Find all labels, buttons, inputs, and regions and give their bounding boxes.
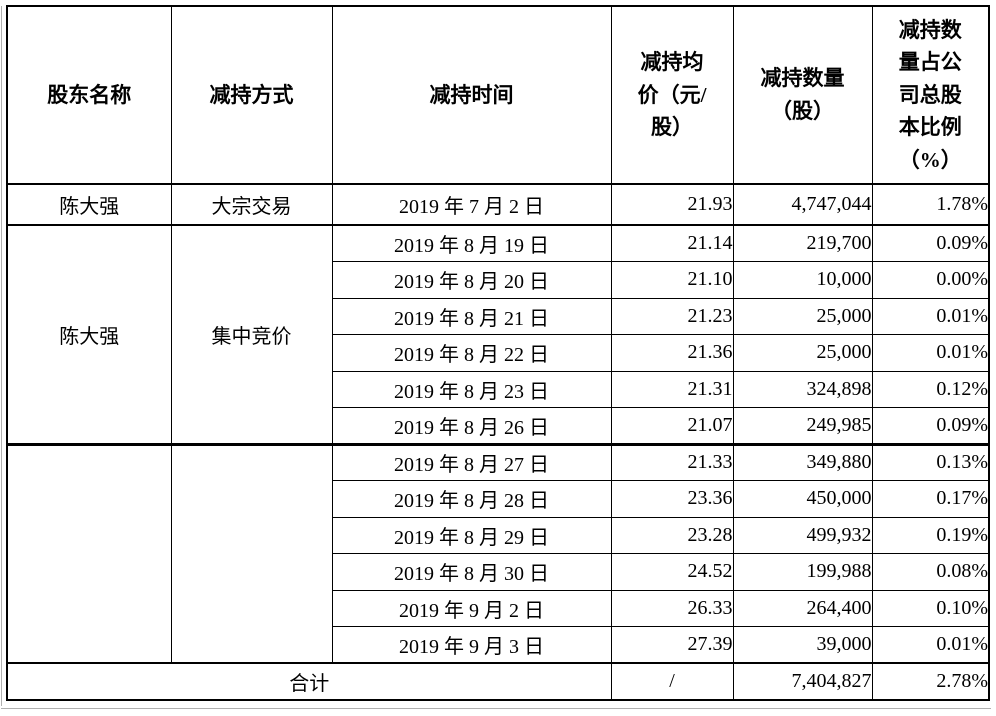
- date-cell: 2019 年 7 月 2 日: [331, 183, 612, 226]
- price-cell: 21.07: [610, 407, 734, 445]
- total-row: 合计 / 7,404,827 2.78%: [6, 662, 990, 701]
- column-header-percent: 减持数 量占公 司总股 本比例 （%）: [871, 5, 990, 185]
- table-row: 2019 年 8 月 28 日 23.36 450,000 0.17%: [7, 480, 990, 518]
- percent-cell: 0.00%: [871, 261, 990, 299]
- date-cell: 2019 年 8 月 26 日: [331, 407, 612, 445]
- table-row: 2019 年 8 月 27 日 21.33 349,880 0.13%: [6, 442, 990, 664]
- percent-cell: 1.78%: [871, 183, 990, 226]
- table-row: 陈大强 大宗交易 2019 年 7 月 2 日 21.93 4,747,044 …: [6, 183, 990, 226]
- total-quantity-cell: 7,404,827: [732, 662, 873, 701]
- column-header-date: 减持时间: [331, 5, 612, 185]
- quantity-cell: 264,400: [732, 589, 873, 627]
- date-cell: 2019 年 8 月 21 日: [331, 297, 612, 335]
- date-cell: 2019 年 8 月 20 日: [331, 261, 612, 299]
- price-cell: 21.36: [610, 334, 734, 372]
- quantity-cell: 199,988: [732, 553, 873, 591]
- date-cell: 2019 年 8 月 27 日: [331, 442, 612, 481]
- quantity-cell: 4,747,044: [732, 183, 873, 226]
- quantity-cell: 249,985: [732, 407, 873, 445]
- quantity-cell: 499,932: [732, 516, 873, 554]
- column-header-avg-price: 减持均 价（元/ 股）: [610, 5, 734, 185]
- date-cell: 2019 年 8 月 23 日: [331, 370, 612, 408]
- date-cell: 2019 年 9 月 2 日: [331, 589, 612, 627]
- price-cell: 21.23: [610, 297, 734, 335]
- shareholder-cell: [6, 442, 172, 664]
- quantity-cell: 324,898: [732, 370, 873, 408]
- table-row: 2019 年 8 月 26 日 21.07 249,985 0.09%: [7, 407, 990, 445]
- percent-cell: 0.17%: [871, 480, 990, 518]
- shareholder-cell: 陈大强: [6, 183, 172, 226]
- date-cell: 2019 年 8 月 29 日: [331, 516, 612, 554]
- shareholder-cell: 陈大强: [6, 224, 172, 445]
- column-header-quantity: 减持数量 （股）: [732, 5, 873, 185]
- price-cell: 26.33: [610, 589, 734, 627]
- column-header-method: 减持方式: [170, 5, 333, 185]
- date-cell: 2019 年 8 月 22 日: [331, 334, 612, 372]
- quantity-cell: 39,000: [732, 626, 873, 664]
- table-row: 2019 年 8 月 20 日 21.10 10,000 0.00%: [7, 261, 990, 299]
- percent-cell: 0.01%: [871, 297, 990, 335]
- table-row: 2019 年 8 月 23 日 21.31 324,898 0.12%: [7, 370, 990, 408]
- quantity-cell: 25,000: [732, 334, 873, 372]
- quantity-cell: 25,000: [732, 297, 873, 335]
- quantity-cell: 10,000: [732, 261, 873, 299]
- total-price-cell: /: [610, 662, 734, 701]
- method-cell: 集中竞价: [170, 224, 333, 445]
- total-percent-cell: 2.78%: [871, 662, 990, 701]
- page-edge-shadow-bottom: [1, 708, 991, 709]
- percent-cell: 0.01%: [871, 334, 990, 372]
- percent-cell: 0.08%: [871, 553, 990, 591]
- percent-cell: 0.01%: [871, 626, 990, 664]
- price-cell: 21.14: [610, 224, 734, 262]
- header-row: 股东名称 减持方式 减持时间 减持均 价（元/ 股） 减持数量 （股） 减持数 …: [6, 5, 990, 185]
- column-header-shareholder: 股东名称: [6, 5, 172, 185]
- price-cell: 23.28: [610, 516, 734, 554]
- percent-cell: 0.13%: [871, 442, 990, 481]
- table-row: 陈大强 集中竞价 2019 年 8 月 19 日 21.14 219,700 0…: [6, 224, 990, 445]
- price-cell: 27.39: [610, 626, 734, 664]
- method-cell: 大宗交易: [170, 183, 333, 226]
- method-cell: [170, 442, 333, 664]
- percent-cell: 0.10%: [871, 589, 990, 627]
- price-cell: 21.10: [610, 261, 734, 299]
- date-cell: 2019 年 8 月 30 日: [331, 553, 612, 591]
- table-row: 2019 年 8 月 30 日 24.52 199,988 0.08%: [7, 553, 990, 591]
- date-cell: 2019 年 8 月 19 日: [331, 224, 612, 262]
- date-cell: 2019 年 9 月 3 日: [331, 626, 612, 664]
- quantity-cell: 450,000: [732, 480, 873, 518]
- percent-cell: 0.09%: [871, 407, 990, 445]
- price-cell: 21.33: [610, 442, 734, 481]
- percent-cell: 0.12%: [871, 370, 990, 408]
- quantity-cell: 219,700: [732, 224, 873, 262]
- table-row: 2019 年 8 月 21 日 21.23 25,000 0.01%: [7, 297, 990, 335]
- price-cell: 24.52: [610, 553, 734, 591]
- price-cell: 21.93: [610, 183, 734, 226]
- price-cell: 21.31: [610, 370, 734, 408]
- total-label-cell: 合计: [6, 662, 612, 701]
- page-edge-shadow-left: [1, 6, 2, 706]
- quantity-cell: 349,880: [732, 442, 873, 481]
- percent-cell: 0.09%: [871, 224, 990, 262]
- price-cell: 23.36: [610, 480, 734, 518]
- percent-cell: 0.19%: [871, 516, 990, 554]
- table-row: 2019 年 8 月 22 日 21.36 25,000 0.01%: [7, 334, 990, 372]
- share-reduction-table: 股东名称 减持方式 减持时间 减持均 价（元/ 股） 减持数量 （股） 减持数 …: [6, 5, 990, 701]
- table-row: 2019 年 8 月 29 日 23.28 499,932 0.19%: [7, 516, 990, 554]
- date-cell: 2019 年 8 月 28 日: [331, 480, 612, 518]
